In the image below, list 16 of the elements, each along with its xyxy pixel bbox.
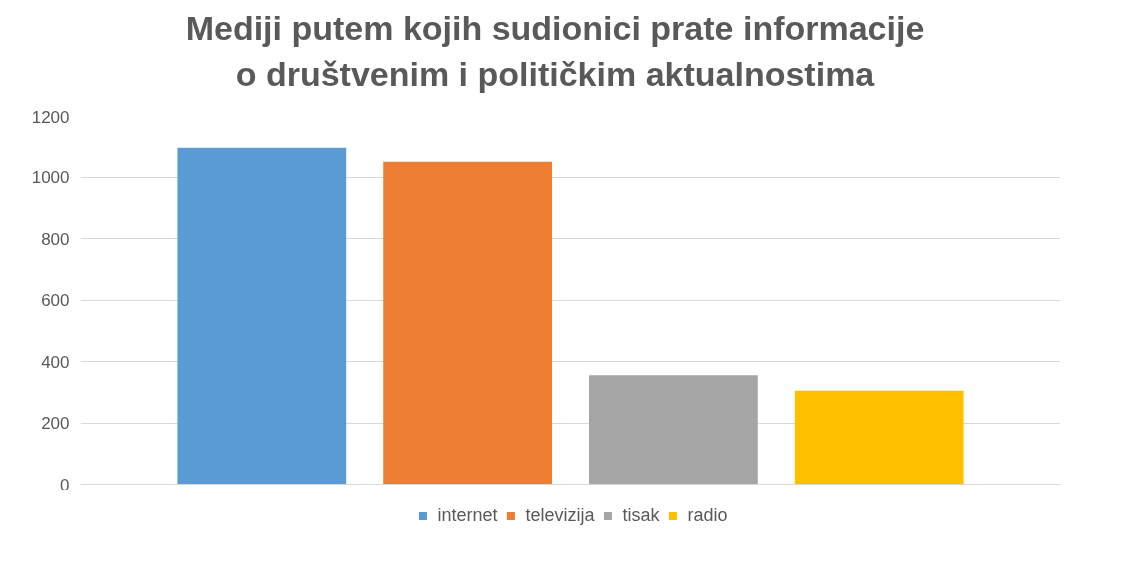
legend-label: tisak	[622, 504, 660, 526]
bar	[589, 375, 758, 485]
bar	[383, 161, 552, 485]
y-tick-label: 600	[41, 291, 70, 310]
bar	[177, 147, 347, 485]
y-tick-label: 200	[41, 414, 70, 433]
y-tick-label: 1200	[31, 107, 70, 127]
y-tick-label: 1000	[31, 168, 70, 187]
y-tick-label: 400	[41, 352, 70, 372]
y-tick-label: 0	[60, 475, 70, 495]
legend-label: internet	[437, 504, 498, 526]
bar	[794, 390, 964, 485]
legend-label: radio	[687, 504, 728, 526]
y-tick-label: 800	[41, 229, 70, 249]
legend-label: televizija	[525, 504, 595, 526]
chart-title: Mediji putem kojih sudionici prate informacije o društvenim i političkim aktualnostima	[185, 8, 925, 95]
